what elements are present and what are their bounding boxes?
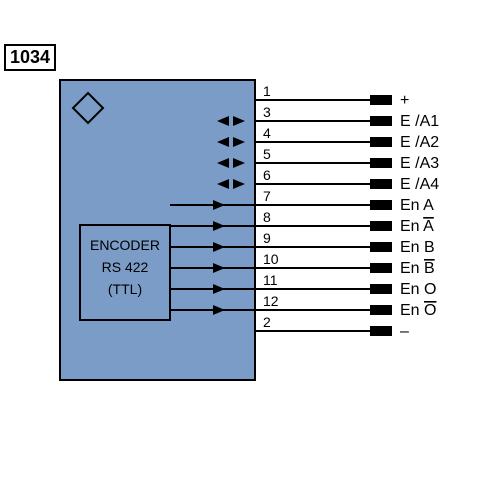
pin-number: 9 [263,230,271,246]
terminal-block [370,326,392,336]
terminal-block [370,221,392,231]
pinout-diagram: 1034 ENCODER RS 422 (TTL) 1 +3 E /A1 4 E /A2 5 E /… [0,0,500,500]
pin-label: + [400,92,409,109]
pin-label: En A [400,197,434,214]
pin-number: 2 [263,314,271,330]
pin-number: 5 [263,146,271,162]
terminal-block [370,95,392,105]
module-body [60,80,255,380]
pin-number: 7 [263,188,271,204]
terminal-block [370,200,392,210]
pin-number: 10 [263,251,279,267]
pin-number: 3 [263,104,271,120]
terminal-block [370,116,392,126]
pin-number: 1 [263,83,271,99]
pin-label: En B [400,239,435,256]
pin-label: En A [400,218,434,235]
terminal-block [370,137,392,147]
pin-label: En O [400,281,436,298]
terminal-block [370,263,392,273]
pin-label: – [400,323,409,340]
pin-label: E /A1 [400,113,439,130]
terminal-block [370,242,392,252]
terminal-block [370,179,392,189]
tag-number: 1034 [10,47,50,67]
encoder-label: (TTL) [108,281,142,297]
pin-label: E /A3 [400,155,439,172]
terminal-block [370,284,392,294]
encoder-label: ENCODER [90,237,160,253]
pin-number: 6 [263,167,271,183]
pin-label: E /A4 [400,176,439,193]
pin-label: En B [400,260,435,277]
encoder-label: RS 422 [102,259,149,275]
pin-number: 4 [263,125,271,141]
pin-number: 12 [263,293,279,309]
pin-number: 11 [263,272,278,288]
terminal-block [370,158,392,168]
pin-label: En O [400,302,436,319]
pin-number: 8 [263,209,271,225]
terminal-block [370,305,392,315]
pin-label: E /A2 [400,134,439,151]
